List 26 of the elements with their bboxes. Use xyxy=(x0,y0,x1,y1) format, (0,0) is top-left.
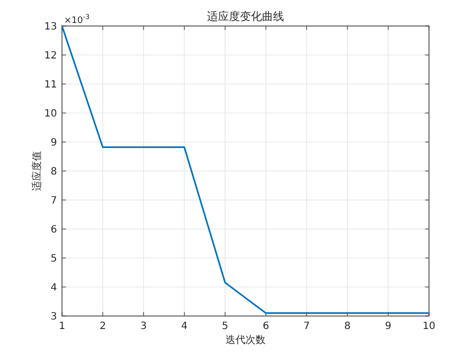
y-tick-label: 8 xyxy=(50,166,57,178)
x-tick-label: 6 xyxy=(262,321,270,332)
x-tick-label: 5 xyxy=(222,321,228,332)
y-tick-label: 11 xyxy=(44,80,57,90)
x-axis-title: 迭代次数 xyxy=(226,334,266,346)
x-tick-label: 2 xyxy=(100,321,106,332)
y-tick-label: 3 xyxy=(50,312,57,322)
y-tick-label: 10 xyxy=(44,108,57,120)
y-tick-label: 6 xyxy=(50,224,57,236)
chart-title: 适应度变化曲线 xyxy=(207,10,284,23)
y-tick-label: 7 xyxy=(50,196,57,206)
x-tick-label: 4 xyxy=(181,321,188,332)
annotation: ×10$^{-3}$ xyxy=(64,13,90,26)
x-tick-label: 8 xyxy=(344,321,351,332)
x-tick-label: 1 xyxy=(58,321,66,332)
y-tick-label: 5 xyxy=(50,254,57,264)
y-tick-label: 13 xyxy=(44,22,57,32)
x-tick-label: 3 xyxy=(140,321,147,332)
y-tick-label: 12 xyxy=(44,50,57,62)
line-series xyxy=(61,25,430,314)
y-axis-title: 适应度值 xyxy=(31,151,43,191)
x-tick-label: 7 xyxy=(303,321,310,332)
y-tick-label: 4 xyxy=(50,282,57,294)
x-tick-label: 10 xyxy=(422,321,436,332)
y-tick-label: 9 xyxy=(50,138,57,148)
x-tick-label: 9 xyxy=(385,321,392,332)
